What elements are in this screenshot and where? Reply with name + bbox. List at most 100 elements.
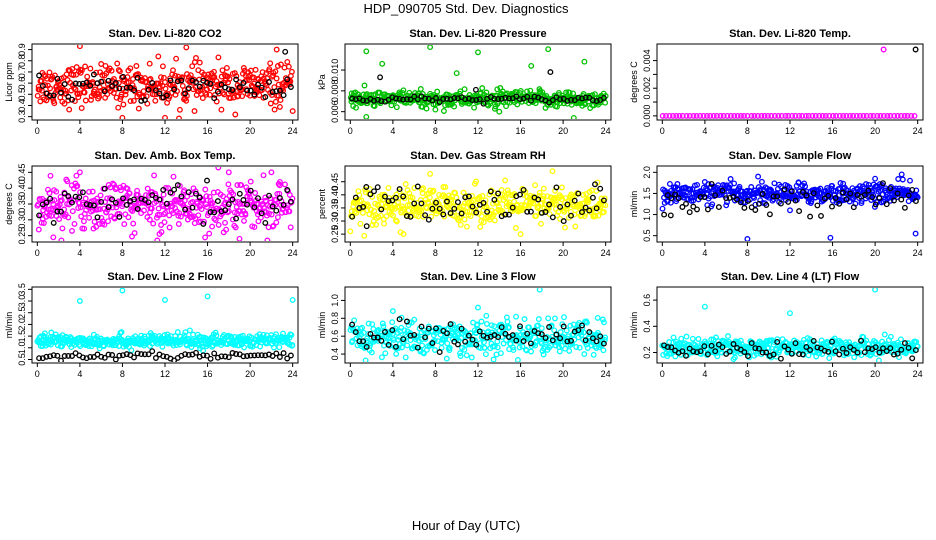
data-point (149, 192, 156, 199)
y-tick-label: 3.5 (17, 283, 27, 296)
data-point (908, 112, 915, 119)
data-point (218, 353, 225, 360)
data-point (865, 187, 872, 194)
data-point (247, 87, 254, 94)
data-point (690, 348, 697, 355)
data-point (360, 97, 367, 104)
data-point (368, 206, 375, 213)
data-point (502, 330, 509, 337)
data-point (433, 95, 439, 101)
data-point (880, 345, 886, 352)
data-point (407, 96, 414, 103)
data-point (471, 104, 478, 111)
data-point (814, 202, 821, 209)
data-point (189, 204, 196, 211)
data-point (46, 190, 53, 197)
data-point (581, 351, 588, 358)
data-point (524, 330, 531, 337)
data-point (420, 350, 427, 357)
data-point (593, 205, 600, 212)
data-point (517, 231, 524, 238)
data-point (880, 180, 886, 187)
data-point (196, 194, 203, 201)
data-point (150, 220, 157, 227)
data-point (530, 200, 537, 207)
data-point (138, 332, 145, 339)
data-point (725, 333, 731, 340)
data-point (277, 97, 284, 104)
data-point (218, 211, 225, 218)
data-point (155, 205, 162, 212)
data-point (251, 224, 258, 231)
data-point (98, 353, 105, 360)
points-group (659, 171, 921, 241)
data-point (881, 331, 888, 338)
data-point (901, 112, 908, 119)
data-point (223, 226, 230, 233)
data-point (109, 180, 116, 187)
data-point (666, 180, 673, 187)
data-point (112, 199, 119, 206)
data-point (212, 217, 219, 223)
data-point (579, 95, 585, 102)
data-point (365, 330, 372, 337)
data-point (268, 211, 275, 218)
data-point (192, 215, 199, 222)
data-point (748, 184, 755, 190)
data-point (792, 340, 799, 347)
data-point (582, 204, 589, 211)
data-point (451, 103, 458, 110)
data-point (792, 112, 799, 119)
data-point (595, 212, 602, 219)
data-point (65, 93, 72, 100)
data-point (82, 63, 89, 70)
data-point (122, 88, 129, 95)
data-point (601, 319, 607, 326)
data-point (373, 221, 380, 228)
data-point (785, 112, 792, 119)
data-point (763, 202, 770, 208)
data-point (867, 112, 874, 119)
data-point (904, 112, 911, 119)
data-point (357, 220, 364, 227)
y-axis-label: ml/min (4, 312, 14, 339)
data-point (222, 207, 229, 214)
data-point (214, 198, 221, 205)
data-point (35, 226, 42, 233)
data-point (809, 112, 816, 119)
data-point (556, 348, 563, 355)
data-point (758, 178, 765, 185)
data-point (154, 237, 161, 241)
data-point (575, 94, 582, 101)
data-point (822, 112, 829, 119)
data-point (406, 190, 413, 197)
data-point (912, 46, 919, 53)
data-point (431, 347, 438, 353)
data-point (361, 232, 368, 239)
data-point (273, 350, 280, 357)
data-point (260, 331, 267, 338)
data-point (65, 97, 72, 104)
data-point (363, 48, 370, 55)
data-point (832, 348, 839, 355)
data-point (737, 199, 744, 206)
data-point (61, 81, 68, 88)
data-point (240, 197, 247, 203)
data-point (433, 325, 439, 332)
data-point (273, 88, 280, 95)
data-point (748, 348, 755, 355)
data-point (78, 67, 85, 74)
data-point (891, 112, 898, 119)
data-point (741, 204, 748, 211)
data-point (363, 184, 370, 190)
data-point (352, 96, 359, 103)
data-point (803, 344, 810, 350)
data-point (144, 185, 151, 192)
data-point (480, 339, 487, 346)
data-point (731, 180, 738, 187)
data-point (600, 197, 607, 204)
data-point (89, 188, 96, 195)
data-point (131, 87, 137, 94)
data-point (850, 204, 857, 211)
data-point (170, 67, 176, 74)
